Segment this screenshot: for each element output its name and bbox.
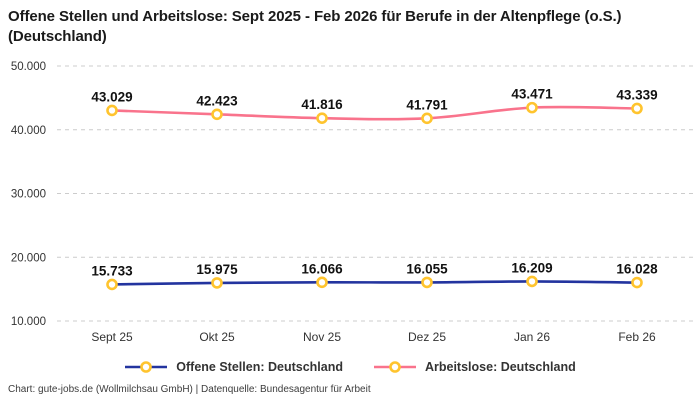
y-axis-tick-label: 40.000 xyxy=(11,125,46,137)
chart-title: Offene Stellen und Arbeitslose: Sept 202… xyxy=(8,8,622,45)
line-chart: 10.000 20.000 30.000 40.000 50.000 Sept 25 Okt… xyxy=(11,61,696,344)
legend: Offene Stellen: Deutschland Arbeitslose: … xyxy=(0,360,700,374)
x-axis-tick-label: Feb 26 xyxy=(618,330,656,344)
data-point-label: 15.975 xyxy=(196,262,238,277)
data-point-marker xyxy=(421,112,433,125)
series-line-0 xyxy=(110,280,639,286)
data-point-label: 16.028 xyxy=(616,262,658,277)
data-point-marker xyxy=(631,276,643,289)
data-point-marker xyxy=(526,101,538,114)
data-point-label: 16.055 xyxy=(406,261,448,276)
legend-label: Arbeitslose: Deutschland xyxy=(424,360,576,374)
x-axis-tick-label: Sept 25 xyxy=(91,330,133,344)
legend-item-1: Arbeitslose: Deutschland xyxy=(373,360,576,374)
data-point-marker xyxy=(631,102,643,115)
data-point-marker xyxy=(211,277,223,289)
y-axis-tick-label: 50.000 xyxy=(11,61,46,73)
attribution-text: Chart: gute-jobs.de (Wollmilchsau GmbH) … xyxy=(8,384,371,395)
legend-marker-icon xyxy=(373,361,416,373)
legend-marker-icon xyxy=(125,361,168,373)
data-point-label: 41.816 xyxy=(301,97,343,112)
data-point-label: 16.066 xyxy=(301,261,343,276)
x-axis-tick-label: Dez 25 xyxy=(408,330,446,344)
y-axis-tick-label: 30.000 xyxy=(11,189,46,201)
data-point-label: 43.471 xyxy=(511,87,553,102)
legend-item-0: Offene Stellen: Deutschland xyxy=(124,360,343,374)
data-point-marker xyxy=(211,108,223,121)
data-point-label: 43.339 xyxy=(616,87,657,102)
y-axis-tick-label: 10.000 xyxy=(11,316,46,328)
data-point-marker xyxy=(316,112,328,124)
data-point-label: 43.029 xyxy=(91,89,132,104)
data-point-marker xyxy=(106,104,118,117)
data-point-marker xyxy=(526,275,538,288)
legend-label: Offene Stellen: Deutschland xyxy=(176,360,343,374)
series-line-1 xyxy=(110,105,639,121)
x-axis-tick-label: Nov 25 xyxy=(303,330,341,344)
data-point-marker xyxy=(316,276,328,289)
data-point-label: 42.423 xyxy=(196,93,238,108)
x-axis-tick-label: Okt 25 xyxy=(199,330,235,344)
data-point-label: 16.209 xyxy=(511,260,552,275)
data-point-label: 15.733 xyxy=(91,263,133,278)
data-point-marker xyxy=(421,276,433,289)
data-point-marker xyxy=(106,278,118,291)
y-axis-tick-label: 20.000 xyxy=(11,252,46,264)
x-axis-tick-label: Jan 26 xyxy=(514,330,550,344)
data-point-label: 41.791 xyxy=(406,97,448,112)
